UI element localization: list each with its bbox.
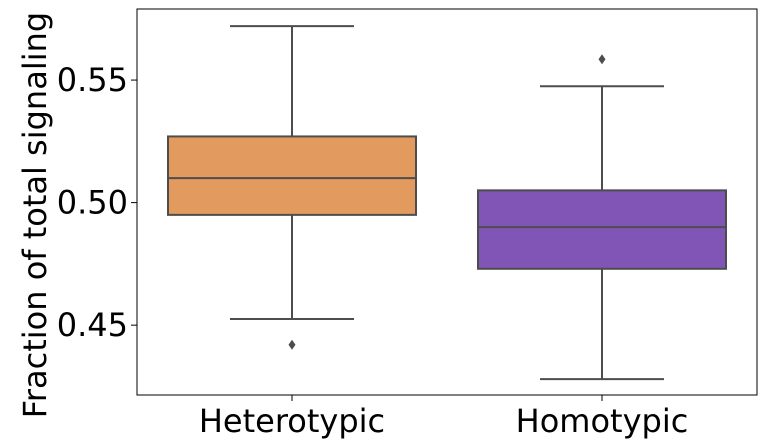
homotypic-box bbox=[477, 189, 727, 270]
x-tick-label-heterotypic: Heterotypic bbox=[199, 402, 385, 440]
heterotypic-box bbox=[167, 135, 417, 216]
y-axis-label: Fraction of total signaling bbox=[16, 12, 54, 418]
axis-ticks: Heterotypic Homotypic 0.45 0.50 0.55 bbox=[57, 61, 689, 440]
y-tick-label: 0.45 bbox=[57, 306, 128, 344]
heterotypic-box-group bbox=[167, 25, 417, 350]
y-tick-label: 0.55 bbox=[57, 61, 128, 99]
y-tick-label: 0.50 bbox=[57, 184, 128, 222]
heterotypic-outlier-point bbox=[288, 339, 296, 350]
x-tick-label-homotypic: Homotypic bbox=[516, 402, 689, 440]
plot-frame bbox=[136, 8, 758, 396]
homotypic-box-group bbox=[477, 54, 727, 381]
homotypic-outlier-point bbox=[598, 54, 606, 65]
box-marks bbox=[167, 25, 727, 381]
